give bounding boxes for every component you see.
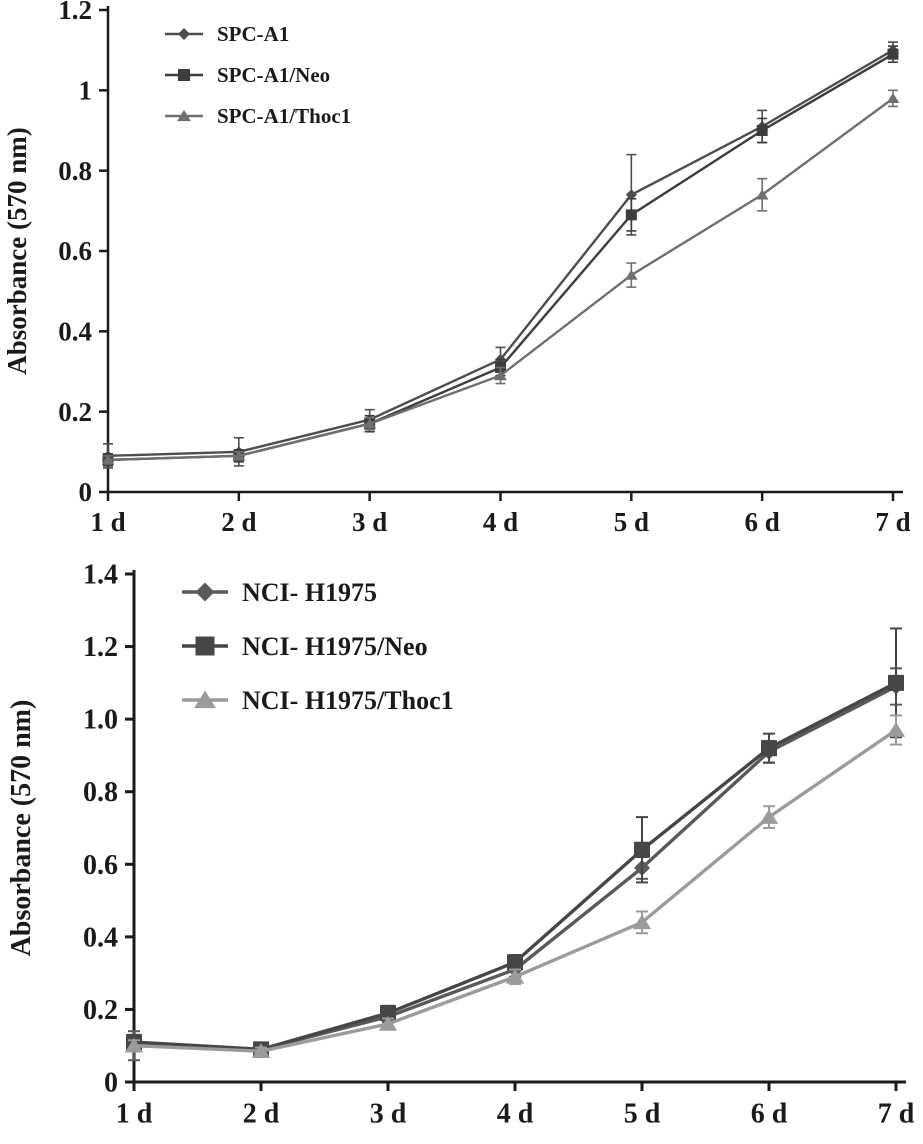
x-tick-label: 6 d [745,507,780,537]
y-axis-title: Absorbance (570 nm) [2,127,32,375]
triangle-legend-marker [194,690,216,709]
x-tick-label: 4 d [497,1098,534,1129]
x-tick-label: 4 d [483,507,518,537]
x-tick-label: 6 d [751,1098,788,1129]
square-marker [507,954,523,971]
legend-item: NCI- H1975/Neo [182,632,428,661]
series-line [133,681,897,1052]
y-tick-label: 0.2 [83,995,118,1026]
legend-label: SPC-A1/Thoc1 [217,104,351,128]
legend-label: NCI- H1975/Thoc1 [242,686,454,715]
y-tick-label: 1 [79,76,93,106]
x-axis-ticks: 1 d 2 d 3 d 4 d 5 d 6 d 7 d [90,492,911,537]
triangle-marker [124,1037,144,1053]
square-marker [756,125,768,136]
legend-label: NCI- H1975/Neo [242,632,428,661]
legend-label: SPC-A1/Neo [217,63,330,87]
y-tick-label: 0.6 [83,850,118,881]
square-marker [888,674,904,691]
square-marker [380,1005,396,1022]
legend-label: NCI- H1975 [242,578,377,607]
series-triangle [101,89,900,465]
triangle-marker [759,809,779,824]
triangle-marker [378,1015,398,1031]
triangle-marker [886,722,906,737]
x-tick-label: 1 d [116,1098,153,1129]
legend-item: NCI- H1975/Thoc1 [182,686,454,715]
square-marker [625,209,637,221]
square-legend-marker [178,69,190,81]
legend-item: SPC-A1/Neo [165,63,330,87]
chart-spc-a1: 0 0.2 0.4 0.6 0.8 1 1.2 1 d 2 d 3 d 4 d 5 d 6 d 7 d Ab… [0,0,923,548]
square-marker [634,841,650,858]
x-tick-label: 2 d [221,507,256,537]
triangle-marker [625,269,638,280]
y-axis-ticks: 0 0.2 0.4 0.6 0.8 1.0 1.2 1.4 [83,560,134,1099]
x-axis-ticks: 1 d 2 d 3 d 4 d 5 d 6 d 7 d [116,1082,915,1129]
triangle-marker [505,968,525,984]
y-axis-ticks: 0 0.2 0.4 0.6 0.8 1 1.2 [58,0,108,507]
triangle-marker [251,1043,271,1058]
series-diamond [126,667,904,1062]
x-tick-label: 5 d [624,1098,661,1129]
square-marker [887,48,899,60]
y-tick-label: 0.4 [83,922,118,953]
triangle-marker [632,914,652,930]
x-tick-label: 5 d [614,507,649,537]
y-tick-label: 1.2 [83,632,118,663]
y-axis-title: Absorbance (570 nm) [6,700,37,957]
legend-label: SPC-A1 [217,22,289,46]
legend: SPC-A1 SPC-A1/Neo SPC-A1/Thoc1 [165,22,351,128]
triangle-marker [101,454,115,465]
diamond-legend-marker [195,582,215,602]
triangle-marker [886,92,900,104]
y-tick-label: 1.2 [58,0,92,25]
square-marker [761,740,777,757]
triangle-marker [232,450,246,461]
legend-item: SPC-A1 [165,22,289,46]
triangle-marker [755,189,769,200]
y-tick-label: 0.6 [58,236,92,266]
chart-nci-h1975: 0 0.2 0.4 0.6 0.8 1.0 1.2 1.4 1 d 2 d 3 d 4 d 5 d 6 d… [0,548,923,1144]
series-line [133,728,897,1053]
x-tick-label: 7 d [878,1098,915,1129]
triangle-legend-marker [177,110,191,122]
x-tick-label: 1 d [90,507,125,537]
y-tick-label: 0 [104,1068,118,1099]
triangle-marker [494,370,507,381]
legend-item: SPC-A1/Thoc1 [165,104,351,128]
y-tick-label: 1.0 [83,705,118,736]
diamond-marker [625,189,637,201]
legend-item: NCI- H1975 [182,578,377,607]
y-tick-label: 0.8 [58,156,92,186]
y-tick-label: 0.8 [83,777,118,808]
x-tick-label: 3 d [352,507,387,537]
y-tick-label: 0.4 [58,317,92,347]
legend: NCI- H1975 NCI- H1975/Neo NCI- H1975/Thoc1 [182,578,454,715]
y-tick-label: 1.4 [83,560,118,591]
square-legend-marker [195,636,215,656]
series-line [107,97,894,462]
triangle-marker [363,418,376,429]
x-tick-label: 3 d [370,1098,407,1129]
x-tick-label: 2 d [243,1098,280,1129]
y-tick-label: 0 [79,477,93,507]
y-tick-label: 0.2 [58,397,92,427]
chart-nci-h1975-svg: 0 0.2 0.4 0.6 0.8 1.0 1.2 1.4 1 d 2 d 3 d 4 d 5 d 6 d… [6,560,915,1130]
diamond-legend-marker [178,28,190,40]
chart-spc-a1-svg: 0 0.2 0.4 0.6 0.8 1 1.2 1 d 2 d 3 d 4 d 5 d 6 d 7 d Ab… [2,0,911,537]
x-tick-label: 7 d [875,507,910,537]
series-triangle [124,714,906,1058]
